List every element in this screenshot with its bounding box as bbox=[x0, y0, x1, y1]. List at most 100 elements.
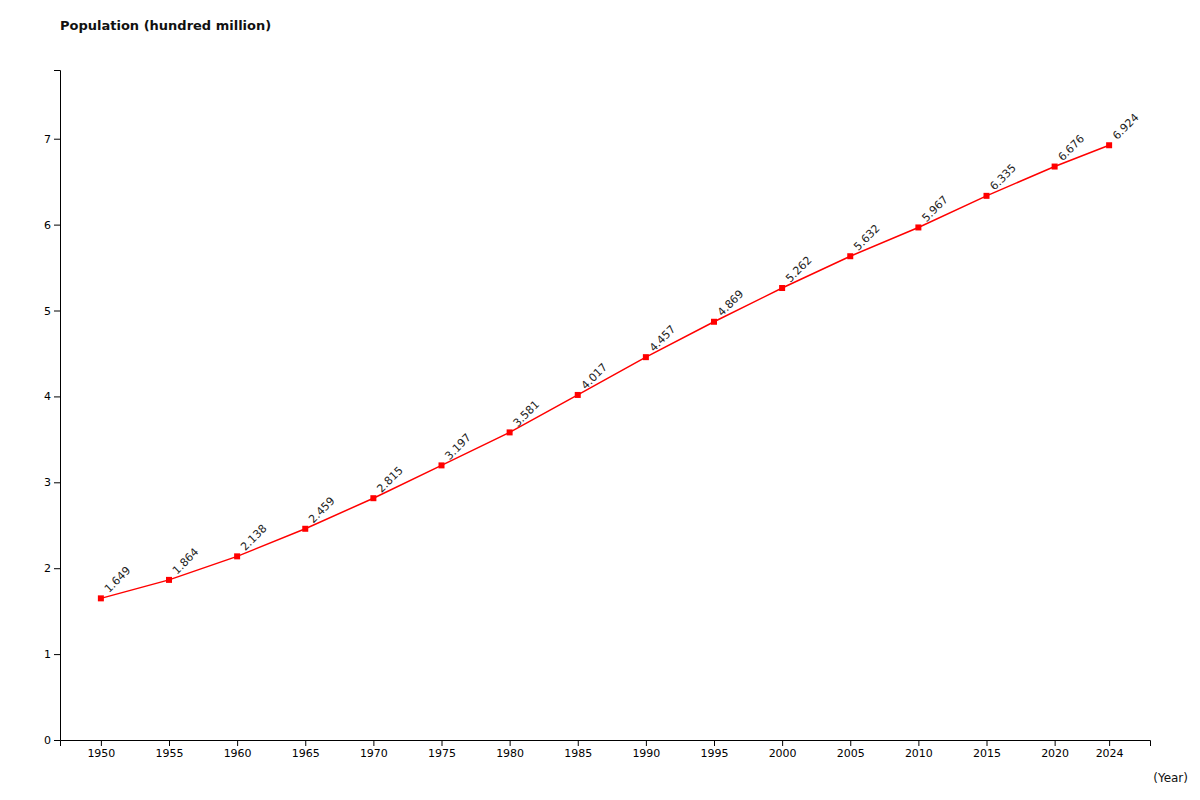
marker bbox=[234, 553, 240, 559]
tick-label: 2010 bbox=[905, 747, 933, 760]
tick-mark bbox=[54, 396, 60, 397]
tick: 2000 bbox=[769, 740, 797, 760]
chart: 1950 1955 1960 1965 1970 1975 1980 1985 1990 1995… bbox=[0, 0, 1200, 800]
tick: 1970 bbox=[360, 740, 388, 760]
tick-label: 1985 bbox=[564, 747, 592, 760]
tick-label: 1965 bbox=[292, 747, 320, 760]
tick-mark bbox=[54, 568, 60, 569]
marker bbox=[643, 354, 649, 360]
x-axis-title: (Year) bbox=[1153, 771, 1188, 785]
data-label: 1.649 bbox=[102, 564, 133, 595]
tick-label: 1960 bbox=[224, 747, 252, 760]
line bbox=[101, 145, 1109, 598]
tick-label: 1 bbox=[44, 648, 51, 661]
tick: 1995 bbox=[701, 740, 729, 760]
tick-mark bbox=[1109, 740, 1110, 746]
marker bbox=[984, 193, 990, 199]
tick: 2020 bbox=[1041, 740, 1069, 760]
marker bbox=[915, 224, 921, 230]
tick: 1975 bbox=[428, 740, 456, 760]
tick-label: 2020 bbox=[1041, 747, 1069, 760]
data-label: 5.632 bbox=[851, 222, 882, 253]
data-label: 4.869 bbox=[715, 287, 746, 318]
tick-label: 1970 bbox=[360, 747, 388, 760]
tick: 1 bbox=[44, 648, 60, 661]
tick: 1990 bbox=[632, 740, 660, 760]
tick-label: 4 bbox=[44, 390, 51, 403]
tick: 0 bbox=[44, 734, 60, 747]
data-label: 4.457 bbox=[647, 323, 678, 354]
tick: 2015 bbox=[973, 740, 1001, 760]
marker bbox=[779, 285, 785, 291]
tick-mark bbox=[54, 311, 60, 312]
data-label: 2.459 bbox=[306, 494, 337, 525]
tick: 4 bbox=[44, 390, 60, 403]
tick-label: 1975 bbox=[428, 747, 456, 760]
tick: 1980 bbox=[496, 740, 524, 760]
tick: 5 bbox=[44, 305, 60, 318]
data-label: 2.138 bbox=[238, 522, 269, 553]
tick: 2005 bbox=[837, 740, 865, 760]
tick-label: 1955 bbox=[156, 747, 184, 760]
tick-label: 1980 bbox=[496, 747, 524, 760]
axis-line bbox=[54, 71, 61, 741]
tick-label: 2005 bbox=[837, 747, 865, 760]
marker bbox=[847, 253, 853, 259]
x-axis: 1950 1955 1960 1965 1970 1975 1980 1985 1990 1995… bbox=[61, 740, 1151, 760]
tick-mark bbox=[646, 740, 647, 746]
tick-label: 2000 bbox=[769, 747, 797, 760]
tick-label: 2015 bbox=[973, 747, 1001, 760]
y-axis: 0 1 2 3 4 5 6 7 bbox=[44, 71, 61, 748]
tick-mark bbox=[54, 740, 60, 741]
tick-mark bbox=[305, 740, 306, 746]
data-label: 1.864 bbox=[170, 546, 201, 577]
plot: 1950 1955 1960 1965 1970 1975 1980 1985 1990 1995… bbox=[44, 71, 1151, 760]
data-label: 5.262 bbox=[783, 254, 814, 285]
tick-label: 2024 bbox=[1096, 747, 1124, 760]
tick-mark bbox=[714, 740, 715, 746]
tick-label: 6 bbox=[44, 219, 51, 232]
tick-mark bbox=[850, 740, 851, 746]
marker bbox=[439, 462, 445, 468]
tick: 3 bbox=[44, 476, 60, 489]
tick: 2024 bbox=[1096, 740, 1124, 760]
tick-mark bbox=[510, 740, 511, 746]
marker bbox=[507, 429, 513, 435]
tick-mark bbox=[54, 225, 60, 226]
data-label: 6.335 bbox=[987, 161, 1018, 192]
tick: 6 bbox=[44, 219, 60, 232]
tick: 1965 bbox=[292, 740, 320, 760]
tick-mark bbox=[237, 740, 238, 746]
tick-label: 1995 bbox=[701, 747, 729, 760]
marker bbox=[711, 319, 717, 325]
tick: 1960 bbox=[224, 740, 252, 760]
data-label: 6.676 bbox=[1056, 132, 1087, 163]
marker bbox=[166, 577, 172, 583]
data-label: 2.815 bbox=[374, 464, 405, 495]
tick: 1950 bbox=[87, 740, 115, 760]
tick-mark bbox=[54, 482, 60, 483]
tick-mark bbox=[442, 740, 443, 746]
tick-label: 2 bbox=[44, 562, 51, 575]
tick: 1955 bbox=[156, 740, 184, 760]
tick-mark bbox=[169, 740, 170, 746]
tick: 7 bbox=[44, 133, 60, 146]
tick-label: 1990 bbox=[632, 747, 660, 760]
tick-mark bbox=[54, 139, 60, 140]
marks bbox=[98, 142, 1112, 601]
tick-mark bbox=[373, 740, 374, 746]
marker bbox=[98, 595, 104, 601]
tick-mark bbox=[918, 740, 919, 746]
marker bbox=[370, 495, 376, 501]
tick: 2 bbox=[44, 562, 60, 575]
tick-label: 7 bbox=[44, 133, 51, 146]
marker bbox=[1106, 142, 1112, 148]
tick-label: 1950 bbox=[87, 747, 115, 760]
tick-mark bbox=[578, 740, 579, 746]
tick-mark bbox=[101, 740, 102, 746]
data-label: 3.581 bbox=[511, 398, 542, 429]
tick-label: 3 bbox=[44, 476, 51, 489]
tick-mark bbox=[1055, 740, 1056, 746]
marker bbox=[575, 392, 581, 398]
marker bbox=[302, 526, 308, 532]
